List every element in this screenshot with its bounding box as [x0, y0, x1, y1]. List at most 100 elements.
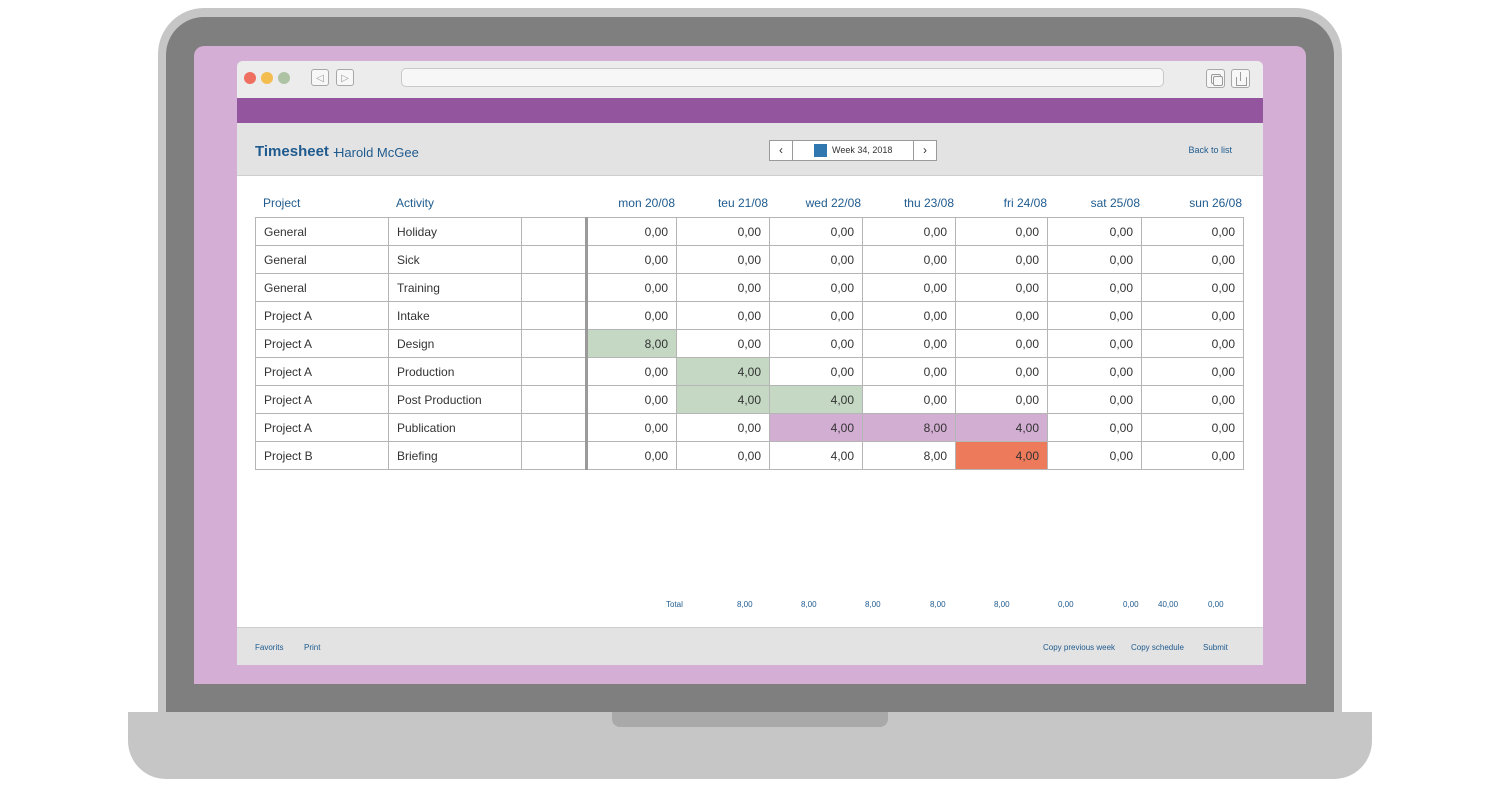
column-header-day: teu 21/08: [717, 196, 768, 210]
close-window-button[interactable]: [244, 72, 256, 84]
hours-cell[interactable]: 0,00: [769, 217, 863, 246]
hours-cell[interactable]: 0,00: [1047, 441, 1142, 470]
tabs-icon[interactable]: [1206, 69, 1225, 88]
minimize-window-button[interactable]: [261, 72, 273, 84]
empty-cell: [521, 441, 588, 470]
hours-cell[interactable]: 0,00: [955, 357, 1048, 386]
hours-cell[interactable]: 0,00: [676, 273, 770, 302]
total-value: 40,00: [1158, 600, 1179, 609]
hours-cell[interactable]: 0,00: [1141, 441, 1244, 470]
project-cell: General: [255, 273, 389, 302]
empty-cell: [521, 217, 588, 246]
hours-cell[interactable]: 0,00: [1047, 301, 1142, 330]
page-title: Timesheet -: [255, 143, 338, 160]
hours-cell[interactable]: 0,00: [1047, 329, 1142, 358]
address-bar[interactable]: [401, 68, 1164, 87]
hours-cell[interactable]: 0,00: [862, 357, 956, 386]
hours-cell[interactable]: 0,00: [955, 301, 1048, 330]
hours-cell[interactable]: 0,00: [955, 217, 1048, 246]
total-value: 8,00: [994, 600, 1010, 609]
hours-cell[interactable]: 0,00: [955, 329, 1048, 358]
hours-cell[interactable]: 0,00: [1141, 301, 1244, 330]
hours-cell[interactable]: 0,00: [676, 217, 770, 246]
hours-cell[interactable]: 0,00: [1141, 329, 1244, 358]
column-header-day: fri 24/08: [1003, 196, 1047, 210]
hours-cell[interactable]: 0,00: [955, 385, 1048, 414]
hours-cell[interactable]: 0,00: [1047, 245, 1142, 274]
hours-cell[interactable]: 0,00: [586, 385, 677, 414]
empty-cell: [521, 273, 588, 302]
hours-cell[interactable]: 0,00: [862, 245, 956, 274]
next-week-button[interactable]: ›: [913, 141, 936, 160]
hours-cell[interactable]: 0,00: [586, 273, 677, 302]
copy-previous-week-button[interactable]: Copy previous week: [1043, 643, 1116, 652]
hours-cell[interactable]: 0,00: [1141, 217, 1244, 246]
hours-cell[interactable]: 4,00: [769, 413, 863, 442]
hours-cell[interactable]: 8,00: [586, 329, 677, 358]
hours-cell[interactable]: 4,00: [769, 385, 863, 414]
hours-cell[interactable]: 0,00: [1047, 385, 1142, 414]
hours-cell[interactable]: 8,00: [862, 441, 956, 470]
activity-cell: Publication: [388, 413, 522, 442]
hours-cell[interactable]: 4,00: [955, 413, 1048, 442]
hours-cell[interactable]: 0,00: [676, 413, 770, 442]
hours-cell[interactable]: 0,00: [1047, 273, 1142, 302]
hours-cell[interactable]: 0,00: [769, 329, 863, 358]
favorites-button[interactable]: Favorits: [255, 643, 284, 652]
hours-cell[interactable]: 0,00: [586, 217, 677, 246]
hours-cell[interactable]: 0,00: [676, 329, 770, 358]
hours-cell[interactable]: 0,00: [586, 245, 677, 274]
hours-cell[interactable]: 0,00: [1047, 357, 1142, 386]
hours-cell[interactable]: 0,00: [676, 441, 770, 470]
hours-cell[interactable]: 4,00: [769, 441, 863, 470]
hours-cell[interactable]: 8,00: [862, 413, 956, 442]
hours-cell[interactable]: 0,00: [676, 301, 770, 330]
hours-cell[interactable]: 0,00: [769, 357, 863, 386]
hours-cell[interactable]: 0,00: [862, 217, 956, 246]
hours-cell[interactable]: 4,00: [955, 441, 1048, 470]
submit-button[interactable]: Submit: [1203, 643, 1228, 652]
hours-cell[interactable]: 0,00: [769, 301, 863, 330]
back-to-list-link[interactable]: Back to list: [1188, 145, 1232, 155]
hours-cell[interactable]: 0,00: [1141, 413, 1244, 442]
activity-cell: Holiday: [388, 217, 522, 246]
forward-arrow-icon[interactable]: ▷: [336, 69, 354, 86]
hours-cell[interactable]: 0,00: [955, 273, 1048, 302]
column-header-day: wed 22/08: [805, 196, 861, 210]
hours-cell[interactable]: 0,00: [862, 273, 956, 302]
project-cell: Project A: [255, 329, 389, 358]
activity-cell: Production: [388, 357, 522, 386]
hours-cell[interactable]: 0,00: [586, 441, 677, 470]
print-button[interactable]: Print: [304, 643, 321, 652]
employee-name: Harold McGee: [335, 145, 419, 160]
hours-cell[interactable]: 4,00: [676, 357, 770, 386]
hours-cell[interactable]: 0,00: [1141, 273, 1244, 302]
project-cell: Project A: [255, 413, 389, 442]
hours-cell[interactable]: 0,00: [769, 273, 863, 302]
hours-cell[interactable]: 0,00: [586, 413, 677, 442]
copy-schedule-button[interactable]: Copy schedule: [1131, 643, 1184, 652]
share-icon[interactable]: [1231, 69, 1250, 88]
hours-cell[interactable]: 0,00: [955, 245, 1048, 274]
previous-week-button[interactable]: ‹: [770, 141, 793, 160]
back-arrow-icon[interactable]: ◁: [311, 69, 329, 86]
calendar-icon[interactable]: [814, 144, 827, 157]
hours-cell[interactable]: 0,00: [769, 245, 863, 274]
empty-cell: [521, 329, 588, 358]
hours-cell[interactable]: 0,00: [862, 329, 956, 358]
hours-cell[interactable]: 0,00: [1141, 245, 1244, 274]
hours-cell[interactable]: 0,00: [862, 385, 956, 414]
hours-cell[interactable]: 0,00: [862, 301, 956, 330]
hours-cell[interactable]: 0,00: [586, 301, 677, 330]
hours-cell[interactable]: 0,00: [1141, 357, 1244, 386]
hours-cell[interactable]: 0,00: [1141, 385, 1244, 414]
hours-cell[interactable]: 0,00: [676, 245, 770, 274]
maximize-window-button[interactable]: [278, 72, 290, 84]
hours-cell[interactable]: 0,00: [1047, 413, 1142, 442]
browser-window: ◁ ▷ Timesheet - Harold McGee ‹ Week 34, …: [237, 61, 1263, 665]
hours-cell[interactable]: 0,00: [1047, 217, 1142, 246]
activity-cell: Briefing: [388, 441, 522, 470]
hours-cell[interactable]: 0,00: [586, 357, 677, 386]
column-header-project: Project: [263, 196, 301, 210]
hours-cell[interactable]: 4,00: [676, 385, 770, 414]
